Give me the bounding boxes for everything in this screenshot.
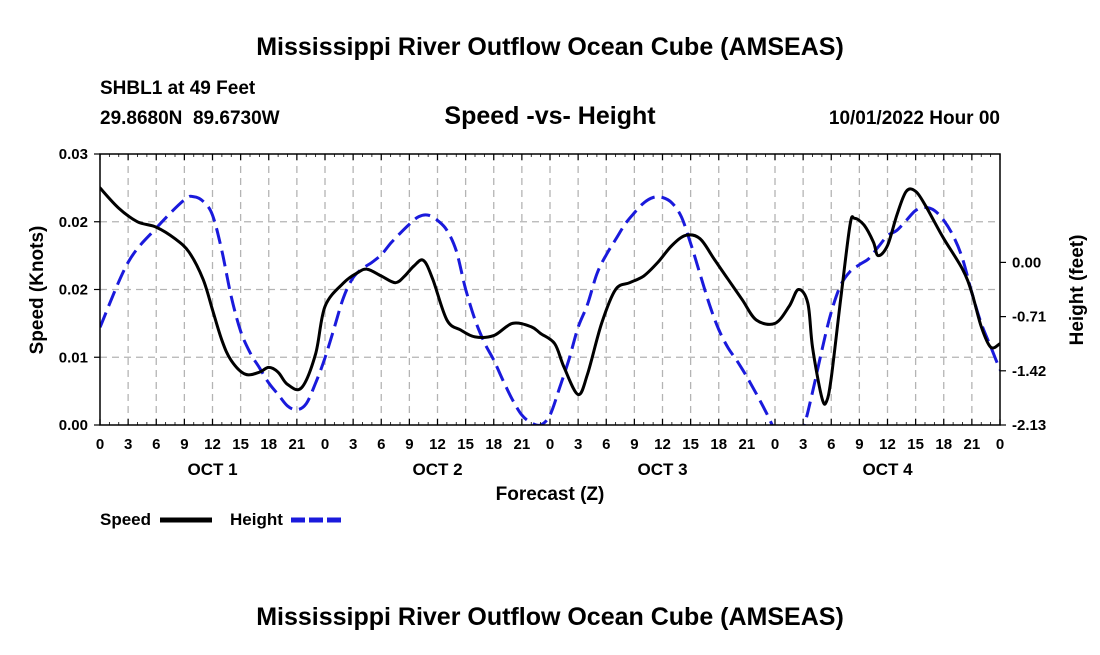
x-tick-label: 15 (457, 436, 474, 453)
legend: Speed Height (100, 510, 343, 529)
x-tick-label: 12 (879, 436, 896, 453)
speed-series-line (100, 186, 1000, 406)
chart-subtitle: Speed -vs- Height (444, 102, 656, 130)
y-tick-label: 0.02 (59, 282, 88, 299)
plot-series (100, 186, 1000, 425)
x-tick-label: 0 (96, 436, 104, 453)
x-tick-label: 15 (232, 436, 249, 453)
x-tick-label: 0 (321, 436, 329, 453)
station-label: SHBL1 at 49 Feet (100, 78, 256, 99)
x-tick-label: 12 (654, 436, 671, 453)
legend-height-label: Height (230, 510, 283, 529)
x-tick-label: 0 (546, 436, 554, 453)
x-tick-label: 9 (405, 436, 413, 453)
y2-tick-label: -1.42 (1012, 363, 1046, 380)
x-tick-label: 12 (204, 436, 221, 453)
main-title: Mississippi River Outflow Ocean Cube (AM… (256, 33, 844, 61)
y2-tick-label: -2.13 (1012, 417, 1046, 434)
day-label: OCT 4 (862, 460, 913, 479)
axes: 0 3 6 9 12 15 18 21 0 3 6 9 12 15 18 21 0 3 6 9 12 15 18 21 0 3 6 9… (59, 146, 1046, 479)
date-label: 10/01/2022 Hour 00 (829, 108, 1000, 129)
coordinates-label: 29.8680N 89.6730W (100, 108, 280, 129)
x-tick-label: 18 (935, 436, 952, 453)
y2-tick-label: -0.71 (1012, 309, 1046, 326)
day-label: OCT 1 (187, 460, 237, 479)
x-tick-label: 6 (377, 436, 385, 453)
day-label: OCT 3 (637, 460, 687, 479)
y-tick-label: 0.00 (59, 417, 88, 434)
y2-tick-label: 0.00 (1012, 254, 1041, 271)
x-tick-label: 21 (514, 436, 531, 453)
x-tick-label: 12 (429, 436, 446, 453)
x-tick-label: 0 (771, 436, 779, 453)
grid (100, 154, 1000, 425)
y-tick-label: 0.02 (59, 214, 88, 231)
x-tick-label: 15 (907, 436, 924, 453)
x-tick-label: 9 (630, 436, 638, 453)
x-tick-label: 18 (710, 436, 727, 453)
x-tick-label: 15 (682, 436, 699, 453)
x-tick-label: 0 (996, 436, 1004, 453)
day-label: OCT 2 (412, 460, 462, 479)
height-series-line (100, 194, 1000, 425)
x-axis-title: Forecast (Z) (496, 484, 605, 505)
x-tick-label: 9 (855, 436, 863, 453)
x-tick-label: 3 (349, 436, 357, 453)
y-tick-label: 0.03 (59, 146, 88, 163)
x-tick-label: 3 (124, 436, 132, 453)
x-tick-label: 6 (602, 436, 610, 453)
x-tick-label: 18 (485, 436, 502, 453)
y2-axis-title: Height (feet) (1067, 235, 1088, 346)
x-tick-label: 21 (739, 436, 756, 453)
x-tick-label: 21 (964, 436, 981, 453)
x-tick-label: 6 (152, 436, 160, 453)
x-tick-label: 21 (289, 436, 306, 453)
y-axis-title: Speed (Knots) (27, 226, 48, 355)
x-tick-label: 9 (180, 436, 188, 453)
x-tick-label: 3 (574, 436, 582, 453)
x-tick-label: 18 (260, 436, 277, 453)
x-tick-label: 3 (799, 436, 807, 453)
y-tick-label: 0.01 (59, 349, 88, 366)
legend-speed-label: Speed (100, 510, 151, 529)
repeat-title: Mississippi River Outflow Ocean Cube (AM… (256, 603, 844, 631)
x-tick-label: 6 (827, 436, 835, 453)
